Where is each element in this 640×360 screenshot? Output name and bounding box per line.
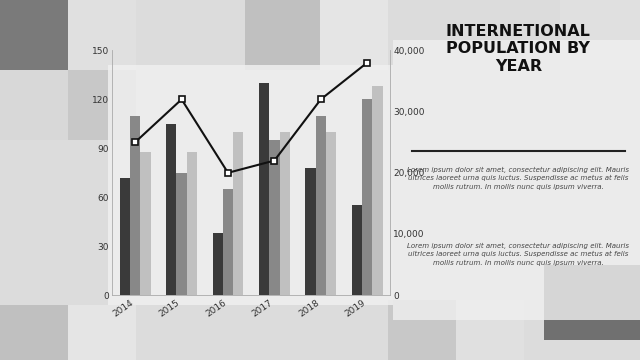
- Bar: [68, 70, 136, 140]
- Bar: [305, 168, 316, 295]
- Bar: [326, 132, 336, 295]
- Bar: [0, 305, 68, 360]
- Bar: [0, 70, 68, 140]
- Bar: [456, 300, 524, 360]
- Text: INTERNETIONAL
POPULATION BY
YEAR: INTERNETIONAL POPULATION BY YEAR: [446, 24, 591, 74]
- Bar: [166, 124, 177, 295]
- Bar: [269, 140, 280, 295]
- Text: Lorem ipsum dolor sit amet, consectetur adipiscing elit. Mauris
ultrices laoreet: Lorem ipsum dolor sit amet, consectetur …: [408, 166, 629, 190]
- Bar: [177, 173, 187, 295]
- Bar: [108, 65, 393, 305]
- Bar: [388, 300, 456, 360]
- Bar: [212, 233, 223, 295]
- Bar: [120, 178, 130, 295]
- Bar: [68, 305, 136, 360]
- Text: Lorem ipsum dolor sit amet, consectetur adipiscing elit. Mauris
ultrices laoreet: Lorem ipsum dolor sit amet, consectetur …: [408, 243, 629, 266]
- Bar: [362, 99, 372, 295]
- Bar: [372, 86, 383, 295]
- Bar: [245, 0, 320, 70]
- Bar: [0, 0, 68, 70]
- Bar: [352, 206, 362, 295]
- Bar: [280, 132, 290, 295]
- Bar: [259, 83, 269, 295]
- Bar: [187, 152, 197, 295]
- Bar: [223, 189, 233, 295]
- Bar: [233, 132, 243, 295]
- Bar: [316, 116, 326, 295]
- Bar: [544, 265, 640, 340]
- Bar: [393, 40, 640, 320]
- Bar: [140, 152, 150, 295]
- Bar: [130, 116, 140, 295]
- Bar: [320, 0, 388, 70]
- Bar: [560, 0, 640, 70]
- Bar: [68, 0, 136, 70]
